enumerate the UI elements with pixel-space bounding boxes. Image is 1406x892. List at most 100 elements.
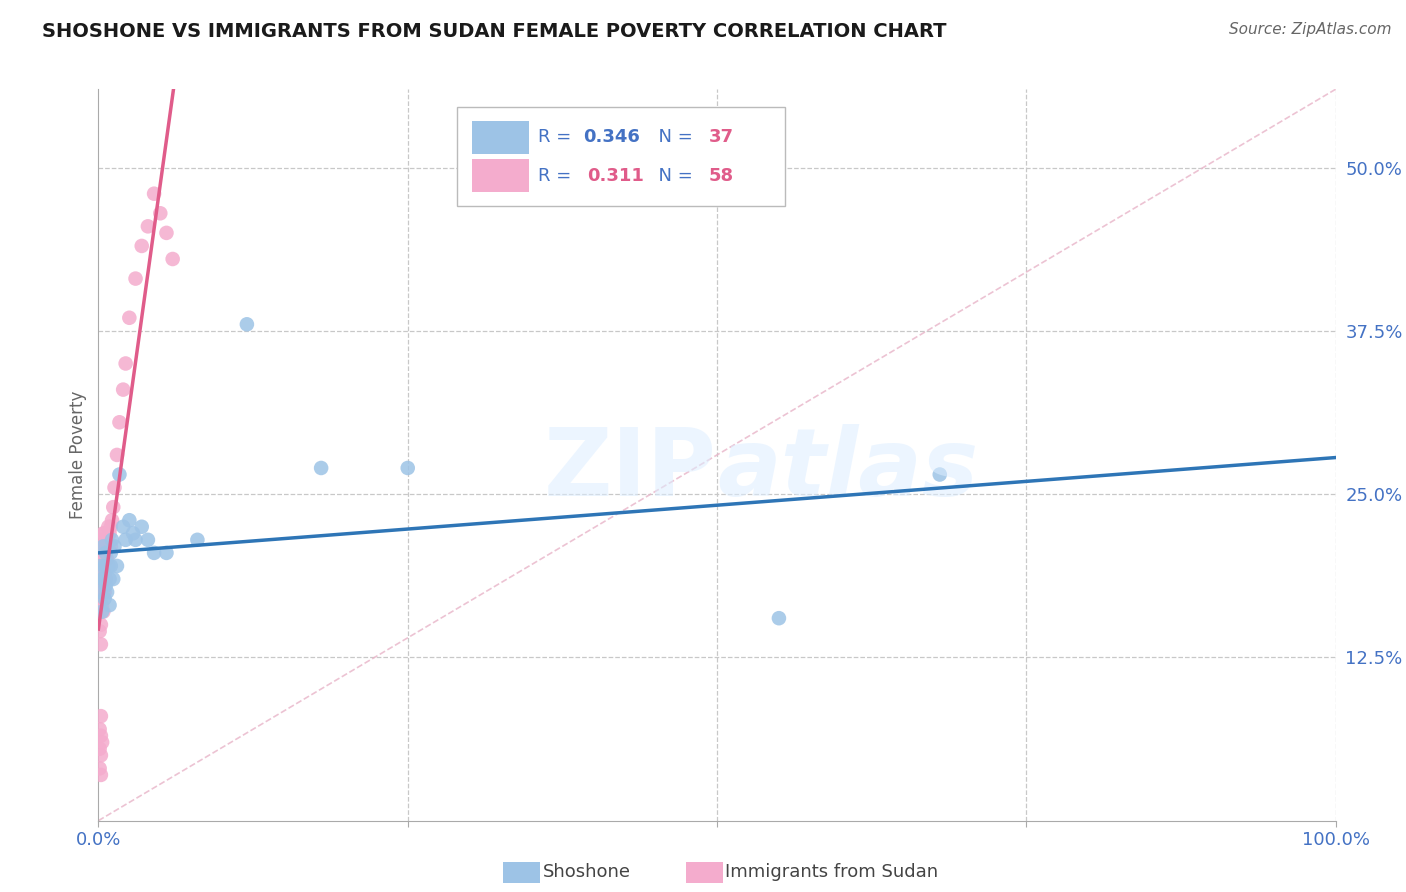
Point — [100, 546, 122, 560]
Point — [112, 383, 135, 397]
Point — [89, 723, 111, 737]
Point — [100, 558, 122, 573]
Point — [89, 624, 111, 639]
Point — [90, 748, 112, 763]
Point — [100, 520, 122, 534]
Point — [105, 558, 128, 573]
Text: N =: N = — [647, 167, 697, 185]
Point — [90, 558, 112, 573]
Point — [90, 768, 112, 782]
Point — [90, 637, 112, 651]
Point — [136, 533, 159, 547]
Point — [93, 546, 115, 560]
Text: 0.311: 0.311 — [588, 167, 644, 185]
Point — [103, 572, 125, 586]
Point — [108, 467, 131, 482]
Point — [93, 591, 115, 606]
Point — [118, 513, 141, 527]
Point — [93, 539, 115, 553]
FancyBboxPatch shape — [457, 108, 785, 206]
Point — [122, 526, 145, 541]
Point — [91, 558, 114, 573]
Point — [89, 761, 111, 775]
Point — [93, 546, 115, 560]
Y-axis label: Female Poverty: Female Poverty — [69, 391, 87, 519]
Point — [101, 533, 124, 547]
Point — [91, 598, 114, 612]
Point — [90, 546, 112, 560]
Point — [143, 186, 166, 201]
Point — [89, 552, 111, 566]
Point — [93, 526, 115, 541]
Point — [91, 539, 114, 553]
Point — [91, 605, 114, 619]
Text: Shoshone: Shoshone — [543, 863, 631, 881]
Text: Source: ZipAtlas.com: Source: ZipAtlas.com — [1229, 22, 1392, 37]
Point — [93, 566, 115, 580]
Text: 0.346: 0.346 — [583, 128, 640, 146]
Point — [105, 448, 128, 462]
Point — [98, 598, 121, 612]
Point — [97, 539, 120, 553]
Point — [131, 239, 153, 253]
Point — [93, 585, 115, 599]
Point — [155, 546, 177, 560]
Point — [124, 533, 146, 547]
Point — [236, 318, 259, 332]
Text: R =: R = — [537, 167, 582, 185]
Point — [98, 572, 121, 586]
Point — [93, 585, 115, 599]
Point — [118, 310, 141, 325]
Point — [91, 735, 114, 749]
Point — [94, 572, 117, 586]
Point — [98, 526, 121, 541]
Point — [94, 533, 117, 547]
Point — [136, 219, 159, 234]
Point — [112, 520, 135, 534]
Text: 37: 37 — [709, 128, 734, 146]
Point — [93, 558, 115, 573]
FancyBboxPatch shape — [472, 160, 529, 192]
Point — [103, 500, 125, 515]
Point — [155, 226, 177, 240]
Text: N =: N = — [647, 128, 697, 146]
Point — [96, 558, 118, 573]
Point — [90, 598, 112, 612]
Point — [94, 578, 117, 592]
Point — [162, 252, 184, 266]
Point — [114, 533, 136, 547]
Point — [103, 481, 125, 495]
Point — [97, 520, 120, 534]
Point — [93, 572, 115, 586]
Text: Immigrants from Sudan: Immigrants from Sudan — [725, 863, 939, 881]
Point — [96, 552, 118, 566]
Point — [94, 552, 117, 566]
Text: atlas: atlas — [717, 424, 979, 516]
Point — [90, 709, 112, 723]
Point — [93, 526, 115, 541]
Point — [89, 741, 111, 756]
Point — [93, 566, 115, 580]
Text: SHOSHONE VS IMMIGRANTS FROM SUDAN FEMALE POVERTY CORRELATION CHART: SHOSHONE VS IMMIGRANTS FROM SUDAN FEMALE… — [42, 22, 946, 41]
Point — [114, 357, 136, 371]
Text: ZIP: ZIP — [544, 424, 717, 516]
Point — [90, 578, 112, 592]
Point — [97, 558, 120, 573]
Point — [90, 729, 112, 743]
Point — [89, 533, 111, 547]
Point — [131, 520, 153, 534]
Point — [96, 533, 118, 547]
Point — [89, 585, 111, 599]
Point — [103, 539, 125, 553]
Point — [90, 558, 112, 573]
Point — [96, 585, 118, 599]
Point — [90, 585, 112, 599]
FancyBboxPatch shape — [472, 121, 529, 153]
Point — [143, 546, 166, 560]
Point — [89, 605, 111, 619]
Point — [101, 513, 124, 527]
Text: R =: R = — [537, 128, 576, 146]
Point — [93, 605, 115, 619]
Point — [91, 578, 114, 592]
Point — [124, 271, 146, 285]
